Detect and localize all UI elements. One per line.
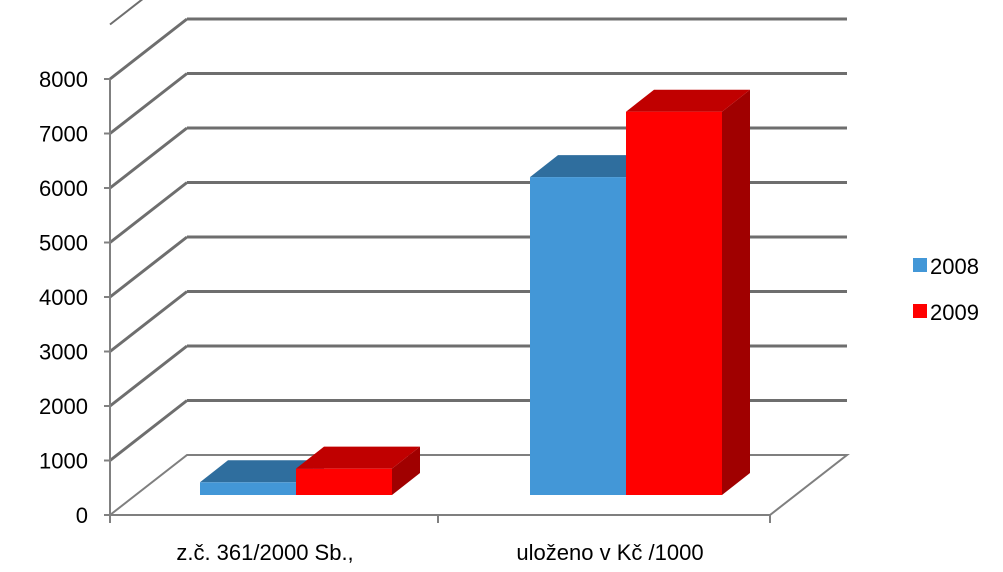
gridline-side bbox=[109, 126, 188, 190]
y-tick-label: 3000 bbox=[39, 340, 88, 365]
bar-front bbox=[296, 468, 392, 495]
y-tick-label: 1000 bbox=[39, 449, 88, 474]
gridline-side bbox=[109, 0, 144, 26]
gridline-side bbox=[109, 181, 188, 244]
y-tick-label: 8000 bbox=[39, 67, 88, 92]
y-tick-label: 2000 bbox=[39, 394, 88, 419]
y-tick-label: 4000 bbox=[39, 285, 88, 310]
axes bbox=[104, 78, 850, 523]
bar-top bbox=[626, 89, 750, 112]
legend: 2008 2009 bbox=[913, 254, 979, 325]
bars bbox=[200, 89, 750, 495]
bar-side bbox=[392, 446, 420, 495]
floor bbox=[107, 454, 850, 516]
bar-side bbox=[722, 89, 750, 495]
gridline-side bbox=[109, 344, 188, 408]
bar-front bbox=[626, 111, 722, 495]
y-tick-label: 0 bbox=[76, 503, 88, 528]
gridline-side bbox=[109, 17, 188, 81]
gridline-side bbox=[109, 290, 188, 353]
y-axis-tick-labels: 0 1000 2000 3000 4000 5000 6000 7000 8000 bbox=[39, 67, 88, 528]
x-category-label: z.č. 361/2000 Sb., bbox=[176, 540, 353, 565]
gridline-side bbox=[109, 235, 188, 299]
legend-label-2009: 2009 bbox=[930, 300, 979, 325]
bar-2009-1 bbox=[626, 89, 750, 495]
legend-swatch-2009 bbox=[913, 304, 927, 318]
y-tick-label: 7000 bbox=[39, 122, 88, 147]
x-category-label: uloženo v Kč /1000 bbox=[516, 540, 703, 565]
y-tick-label: 5000 bbox=[39, 231, 88, 256]
y-tick-label: 6000 bbox=[39, 176, 88, 201]
gridline-side bbox=[109, 72, 188, 135]
bar-front bbox=[200, 482, 296, 495]
bar-front bbox=[530, 177, 626, 495]
bar-2009-0 bbox=[296, 446, 420, 495]
bar-top bbox=[530, 155, 654, 178]
bar-top bbox=[296, 446, 420, 469]
bar-top bbox=[200, 460, 324, 483]
gridline-side bbox=[109, 399, 188, 462]
legend-swatch-2008 bbox=[913, 258, 927, 272]
legend-label-2008: 2008 bbox=[930, 254, 979, 279]
x-axis-category-labels: z.č. 361/2000 Sb., uloženo v Kč /1000 bbox=[176, 540, 703, 565]
